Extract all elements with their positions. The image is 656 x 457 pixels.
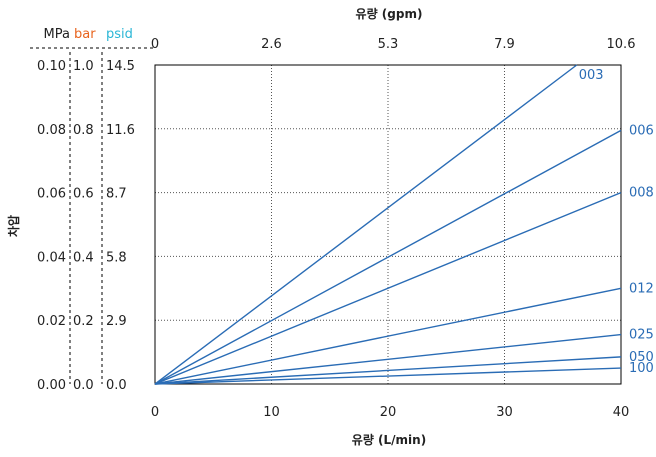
y-tick-mpa: 0.10: [37, 59, 66, 74]
series-line-008: [154, 191, 622, 385]
x2-tick-label: 0: [151, 37, 159, 52]
series-line-025: [154, 333, 622, 385]
y-tick-psid: 8.7: [106, 187, 127, 202]
x-tick-label: 20: [380, 405, 397, 420]
y-unit-psid: psid: [106, 27, 133, 42]
y-tick-bar: 0.4: [73, 250, 94, 265]
y-tick-psid: 11.6: [106, 123, 135, 138]
series-label-003: 003: [579, 68, 604, 83]
x-tick-label: 30: [496, 405, 513, 420]
y-tick-mpa: 0.06: [37, 187, 66, 202]
y-tick-bar: 0.2: [73, 314, 94, 329]
y-unit-mpa: MPa: [44, 27, 70, 42]
y-tick-mpa: 0.00: [37, 378, 66, 393]
x-tick-label: 0: [151, 405, 159, 420]
x2-tick-label: 7.9: [494, 37, 515, 52]
x2-tick-label: 2.6: [261, 37, 282, 52]
series-line-012: [154, 287, 622, 385]
series-label-025: 025: [629, 328, 654, 343]
y-tick-mpa: 0.08: [37, 123, 66, 138]
y-tick-bar: 1.0: [73, 59, 94, 74]
series-label-008: 008: [629, 186, 654, 201]
x-tick-label: 10: [263, 405, 280, 420]
series-line-100: [154, 367, 622, 385]
series-line-006: [154, 129, 622, 385]
plot-frame: [154, 64, 622, 385]
y-tick-psid: 0.0: [106, 378, 127, 393]
series-label-100: 100: [629, 361, 654, 376]
y-tick-psid: 14.5: [106, 59, 135, 74]
series-line-050: [154, 356, 622, 385]
x-tick-label: 40: [613, 405, 630, 420]
series-label-006: 006: [629, 123, 654, 138]
series-line-003: [154, 64, 578, 385]
axis-dividers: [30, 47, 155, 384]
y-unit-bar: bar: [74, 27, 96, 42]
y-tick-bar: 0.6: [73, 187, 94, 202]
x-axis-title: 유량 (L/min): [352, 433, 426, 447]
y-tick-psid: 5.8: [106, 250, 127, 265]
series-label-050: 050: [629, 350, 654, 365]
x2-tick-label: 5.3: [378, 37, 399, 52]
x2-tick-label: 10.6: [607, 37, 636, 52]
y-tick-mpa: 0.04: [37, 250, 66, 265]
y-tick-bar: 0.8: [73, 123, 94, 138]
y-tick-bar: 0.0: [73, 378, 94, 393]
series-label-012: 012: [629, 281, 654, 296]
x2-axis-title: 유량 (gpm): [356, 7, 423, 21]
tick-labels: 0 10 20 30 40 0 2.6 5.3 7.9 10.6 MPa 0.00 0.02 0.04 0.…: [37, 27, 635, 420]
y-axis-title: 차압: [6, 215, 21, 237]
series-lines: [154, 64, 622, 385]
y-tick-mpa: 0.02: [37, 314, 66, 329]
y-tick-psid: 2.9: [106, 314, 127, 329]
grid: [155, 65, 621, 384]
